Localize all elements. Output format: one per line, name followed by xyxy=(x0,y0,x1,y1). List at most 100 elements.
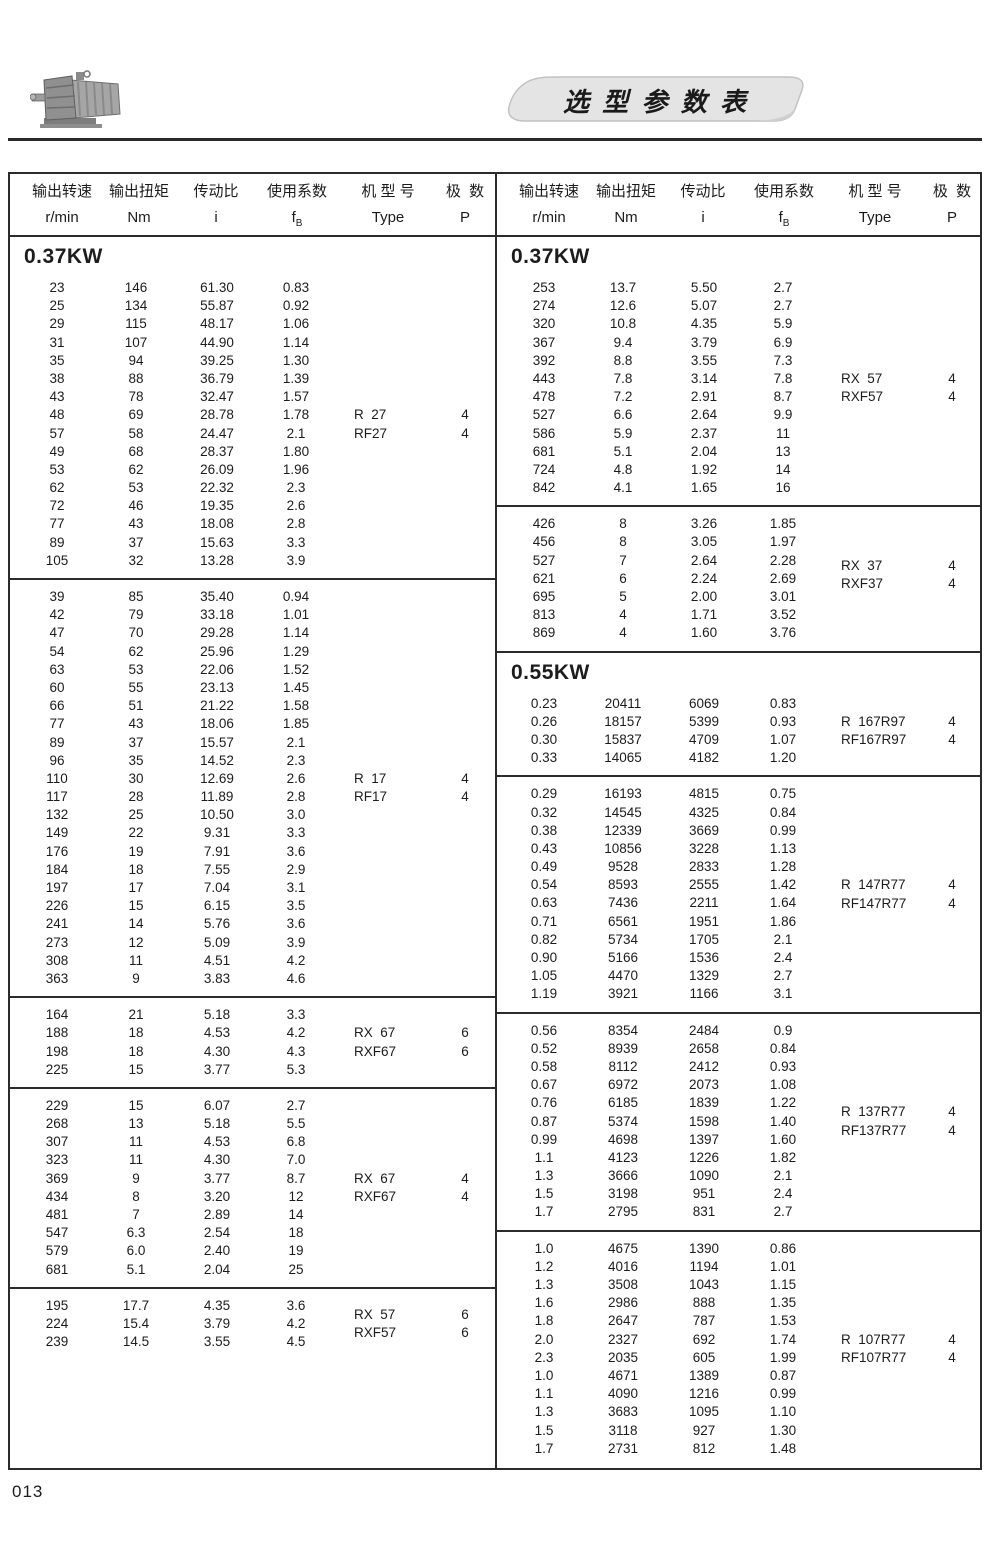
cell-speed: 1.6 xyxy=(534,1295,554,1311)
cell-torque: 15.4 xyxy=(122,1315,150,1331)
table-row: 456 8 3.05 1.97 xyxy=(497,533,982,551)
cell-ratio: 9.31 xyxy=(203,825,231,841)
table-row: 188 18 4.53 4.2 xyxy=(10,1024,495,1042)
cell-torque: 15 xyxy=(128,898,144,914)
cell-torque: 4675 xyxy=(607,1240,639,1256)
table-row: 320 10.8 4.35 5.9 xyxy=(497,315,982,333)
cell-torque: 2731 xyxy=(607,1440,639,1456)
cell-ratio: 4182 xyxy=(688,750,720,766)
header-label: 输出扭矩 xyxy=(108,183,169,200)
cell-speed: 274 xyxy=(532,298,556,314)
cell-speed: 1.3 xyxy=(534,1404,554,1420)
table-row: 0.71 6561 1951 1.86 xyxy=(497,913,982,931)
cell-speed: 481 xyxy=(45,1207,69,1222)
cell-speed: 320 xyxy=(532,316,556,332)
cell-ratio: 2.04 xyxy=(690,443,718,459)
table-row: 117 28 11.89 2.8 xyxy=(10,788,495,806)
cell-torque: 4.8 xyxy=(613,461,633,477)
cell-speed: 241 xyxy=(45,916,69,932)
cell-torque: 4016 xyxy=(607,1258,639,1274)
type-label: RF17 xyxy=(354,789,388,805)
header-unit: i xyxy=(701,209,705,226)
header-unit-subscript: B xyxy=(295,218,303,229)
pole-count: 4 xyxy=(948,1122,956,1138)
type-annotation: RF17 4 xyxy=(10,788,495,806)
cell-speed: 0.38 xyxy=(530,822,558,838)
table-row: 681 5.1 2.04 13 xyxy=(497,443,982,461)
pole-count: 6 xyxy=(461,1325,469,1341)
type-annotation: RX 37 4 xyxy=(497,557,982,575)
type-label: RXF37 xyxy=(841,576,884,592)
cell-service-factor: 13 xyxy=(775,443,791,459)
header-label: 使用系数 xyxy=(753,183,814,200)
cell-torque: 2986 xyxy=(607,1295,639,1311)
cell-torque: 4671 xyxy=(607,1367,639,1383)
cell-torque: 8 xyxy=(132,1188,140,1204)
cell-torque: 2035 xyxy=(607,1349,639,1365)
cell-torque: 58 xyxy=(128,425,144,441)
cell-torque: 14 xyxy=(128,916,144,932)
cell-torque: 9.4 xyxy=(613,334,633,350)
cell-service-factor: 3.9 xyxy=(286,552,306,568)
cell-speed: 184 xyxy=(45,861,69,877)
type-annotation: R 147R77 4 xyxy=(497,876,982,894)
cell-torque: 30 xyxy=(128,770,144,786)
cell-service-factor: 2.7 xyxy=(773,968,793,984)
cell-torque: 32 xyxy=(128,552,144,568)
cell-torque: 3198 xyxy=(607,1186,639,1202)
header-label: 机 型 号 xyxy=(848,183,902,200)
table-left-column: 0.37KW 23 146 61.30 0.83 25 134 55.87 0.92 29 115 4… xyxy=(10,237,495,1468)
cell-speed: 117 xyxy=(46,789,68,805)
cell-service-factor: 1.48 xyxy=(769,1440,797,1456)
cell-speed: 547 xyxy=(45,1225,69,1241)
cell-service-factor: 2.4 xyxy=(773,1186,793,1202)
cell-service-factor: 2.3 xyxy=(286,752,306,768)
cell-service-factor: 1.13 xyxy=(769,840,797,856)
table-row: 253 13.7 5.50 2.7 xyxy=(497,279,982,297)
cell-ratio: 39.25 xyxy=(200,352,234,368)
cell-torque: 11 xyxy=(128,1134,143,1150)
cell-ratio: 5.76 xyxy=(203,916,231,932)
table-row: 274 12.6 5.07 2.7 xyxy=(497,297,982,315)
cell-ratio: 1.71 xyxy=(690,607,718,623)
cell-ratio: 1389 xyxy=(688,1367,720,1383)
cell-torque: 4698 xyxy=(607,1131,639,1147)
table-row: 1.0 4671 1389 0.87 xyxy=(497,1367,982,1385)
cell-ratio: 44.90 xyxy=(200,334,234,350)
cell-ratio: 4.35 xyxy=(203,1297,231,1313)
table-row: 105 32 13.28 3.9 xyxy=(10,552,495,570)
cell-ratio: 4.53 xyxy=(203,1134,231,1150)
pole-count: 6 xyxy=(461,1043,469,1059)
type-label: RXF57 xyxy=(354,1325,397,1341)
cell-speed: 72 xyxy=(49,498,65,514)
table-row: 96 35 14.52 2.3 xyxy=(10,752,495,770)
table-row: 527 7 2.64 2.28 xyxy=(497,552,982,570)
table-row: 47 70 29.28 1.14 xyxy=(10,624,495,642)
cell-ratio: 2.64 xyxy=(690,552,718,568)
cell-ratio: 1166 xyxy=(689,986,719,1002)
cell-torque: 8112 xyxy=(608,1058,638,1074)
cell-ratio: 3.55 xyxy=(203,1334,231,1350)
cell-service-factor: 3.5 xyxy=(286,898,306,914)
table-row: 224 15.4 3.79 4.2 xyxy=(10,1315,495,1333)
pole-count: 4 xyxy=(948,1331,956,1347)
cell-speed: 176 xyxy=(45,843,69,859)
cell-torque: 5166 xyxy=(607,950,639,965)
cell-service-factor: 3.3 xyxy=(286,534,306,550)
table-row: 23 146 61.30 0.83 xyxy=(10,279,495,297)
cell-ratio: 3.77 xyxy=(203,1170,231,1186)
table-row: 0.32 14545 4325 0.84 xyxy=(497,804,982,822)
cell-service-factor: 1.80 xyxy=(282,443,310,459)
cell-ratio: 2.37 xyxy=(690,425,718,441)
cell-torque: 18 xyxy=(128,1043,144,1059)
cell-speed: 681 xyxy=(532,443,556,459)
pole-count: 4 xyxy=(948,371,956,386)
table-row: 164 21 5.18 3.3 xyxy=(10,1006,495,1024)
cell-service-factor: 3.0 xyxy=(286,807,306,823)
cell-service-factor: 3.6 xyxy=(286,1297,306,1313)
table-row: 1.19 3921 1166 3.1 xyxy=(497,985,982,1003)
table-row: 39 85 35.40 0.94 xyxy=(10,588,495,606)
cell-ratio: 32.47 xyxy=(200,389,234,405)
table-row: 66 51 21.22 1.58 xyxy=(10,697,495,715)
cell-torque: 10856 xyxy=(604,840,642,856)
